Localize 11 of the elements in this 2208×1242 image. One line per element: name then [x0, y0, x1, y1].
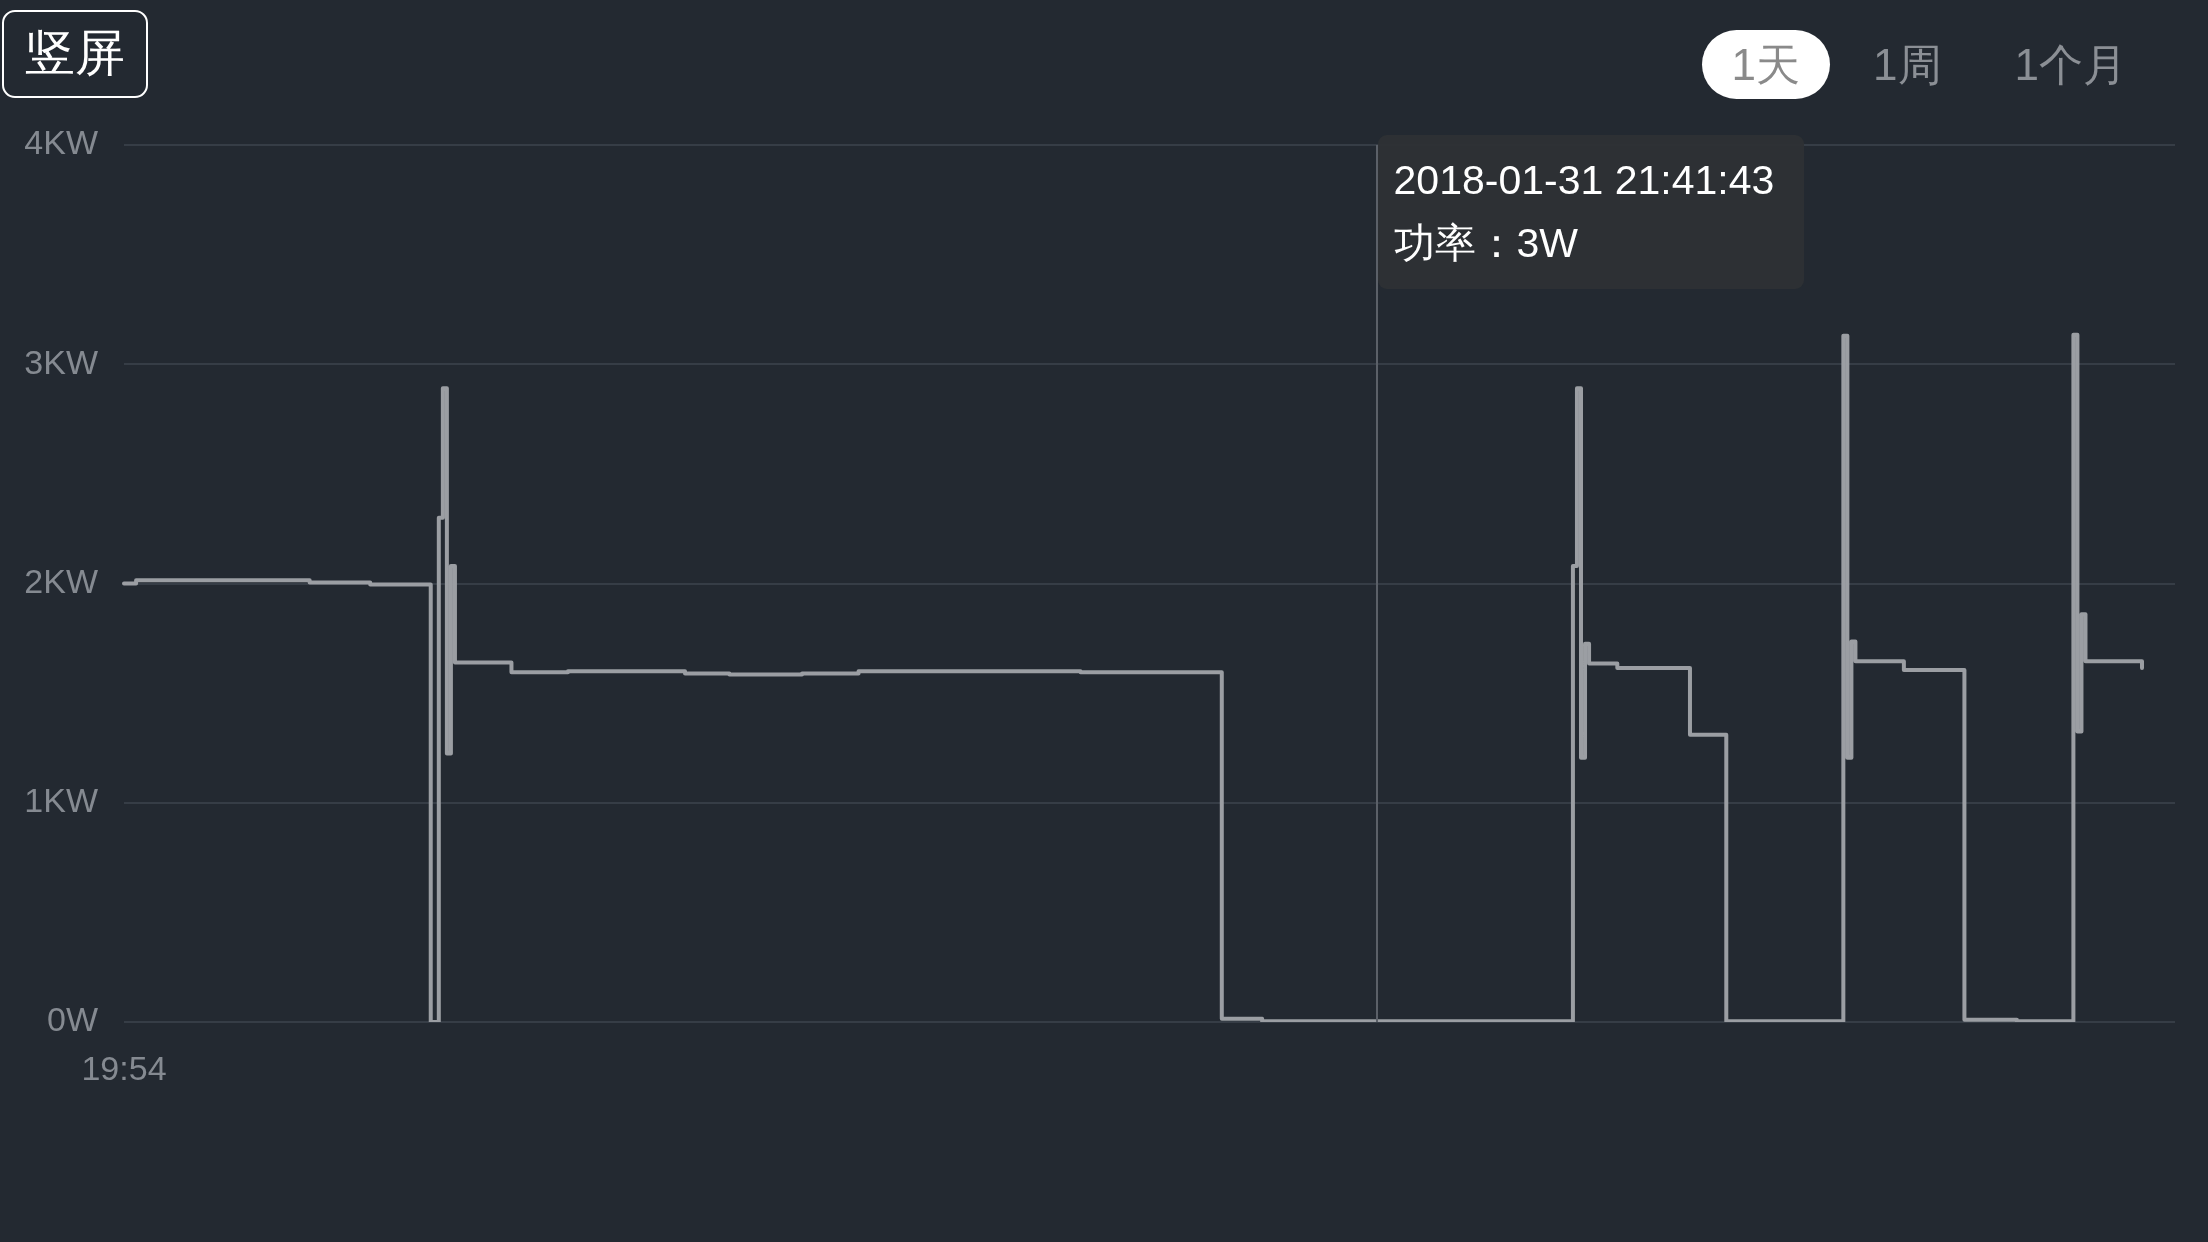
selected-range-label: 1天 [1731, 40, 1801, 89]
y-tick-label: 1KW [24, 781, 98, 820]
x-tick-label: 19:54 [81, 1048, 167, 1087]
range-option-label: 1周 [1873, 40, 1942, 89]
range-option-label: 1个月 [2014, 40, 2127, 89]
y-tick-label: 2KW [24, 561, 98, 600]
button-label: 竖屏 [25, 25, 125, 81]
y-tick-label: 3KW [24, 342, 98, 381]
y-tick-label: 0W [47, 1000, 98, 1039]
y-tick-label: 4KW [24, 123, 98, 162]
tooltip-text: 2018-01-31 21:41:43 功率：3W [1393, 156, 1775, 268]
